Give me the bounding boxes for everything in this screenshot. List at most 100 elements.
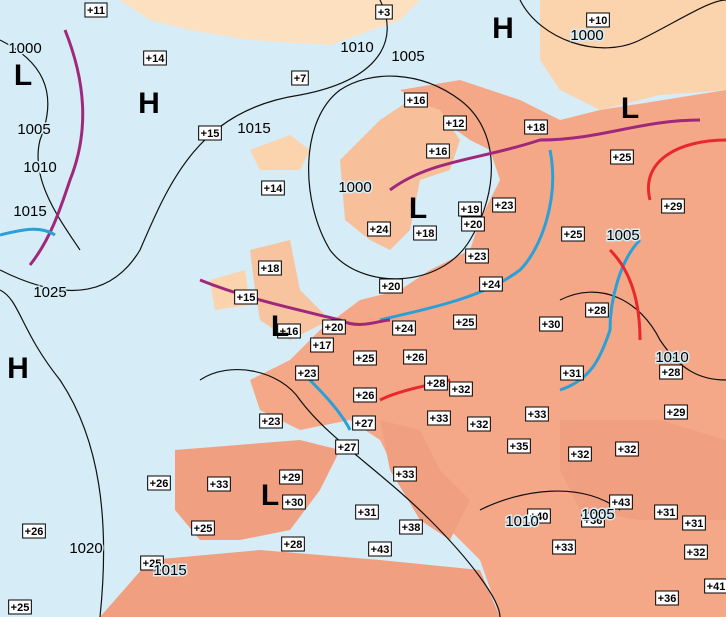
temperature-label: +20 <box>379 278 403 294</box>
isobar-label: 1020 <box>69 540 102 557</box>
temperature-text: +33 <box>528 409 547 421</box>
label-box <box>664 404 688 420</box>
temperature-text: +16 <box>407 95 426 107</box>
temperature-text: +28 <box>427 378 446 390</box>
label-box <box>279 469 303 485</box>
temperature-text: +25 <box>194 523 213 535</box>
label-box <box>507 438 531 454</box>
temperature-label: +15 <box>198 125 222 141</box>
label-box <box>655 590 679 606</box>
label-box <box>552 539 576 555</box>
temperature-label: +31 <box>560 365 584 381</box>
isobar-label: 1015 <box>237 120 270 137</box>
label-box <box>393 466 417 482</box>
label-box <box>353 387 377 403</box>
temperature-text: +16 <box>429 146 448 158</box>
label-box <box>465 248 489 264</box>
label-box <box>147 475 171 491</box>
temperature-label: +17 <box>310 337 334 353</box>
temperature-text: +11 <box>87 5 105 17</box>
label-box <box>443 115 467 131</box>
label-box <box>335 439 359 455</box>
label-box <box>527 508 551 524</box>
temperature-text: +29 <box>282 472 301 484</box>
temperature-text: +35 <box>510 441 529 453</box>
temperature-label: +23 <box>295 365 319 381</box>
temperature-label: +11 <box>84 2 108 18</box>
label-box <box>281 536 305 552</box>
temperature-label: +29 <box>664 404 688 420</box>
label-box <box>560 365 584 381</box>
label-box <box>615 441 639 457</box>
temperature-text: +28 <box>284 539 303 551</box>
label-box <box>310 337 334 353</box>
label-box <box>461 216 485 232</box>
label-box <box>258 260 282 276</box>
temperature-text: +31 <box>685 518 704 530</box>
label-box <box>682 515 706 531</box>
temperature-text: +28 <box>588 305 607 317</box>
temperature-label: +29 <box>279 469 303 485</box>
temperature-text: +30 <box>542 319 561 331</box>
label-box <box>684 544 708 560</box>
label-box <box>654 504 678 520</box>
pressure-center: L <box>14 59 32 92</box>
label-box <box>561 226 585 242</box>
temperature-label: +25 <box>140 555 164 571</box>
temperature-label: +18 <box>258 260 282 276</box>
label-box <box>458 201 482 217</box>
temperature-text: +25 <box>456 317 475 329</box>
temperature-text: +17 <box>313 340 332 352</box>
temperature-text: +30 <box>285 497 304 509</box>
temperature-text: +23 <box>262 416 281 428</box>
label-box <box>353 350 377 366</box>
temperature-label: +20 <box>461 216 485 232</box>
isobar-label: 1025 <box>33 284 66 301</box>
temperature-label: +3 <box>375 4 393 20</box>
temperature-label: +14 <box>143 50 167 66</box>
temperature-label: +28 <box>659 364 683 380</box>
label-box <box>610 149 634 165</box>
temperature-text: +26 <box>25 526 44 538</box>
temperature-label: +33 <box>207 476 231 492</box>
temperature-text: +29 <box>664 201 683 213</box>
isobar-label: 1010 <box>505 513 538 530</box>
label-box <box>282 494 306 510</box>
temperature-label: +31 <box>654 504 678 520</box>
label-box <box>291 70 309 86</box>
temperature-label: +31 <box>682 515 706 531</box>
temperature-label: +24 <box>367 221 391 237</box>
temperature-text: +33 <box>430 413 449 425</box>
temperature-label: +26 <box>147 475 171 491</box>
temperature-label: +25 <box>453 314 477 330</box>
temperature-label: +25 <box>610 149 634 165</box>
temperature-label: +19 <box>458 201 482 217</box>
temperature-label: +36 <box>655 590 679 606</box>
label-box <box>586 12 610 28</box>
pressure-center: L <box>261 479 279 512</box>
temperature-label: +16 <box>426 143 450 159</box>
temperature-text: +28 <box>662 367 681 379</box>
temperature-text: +43 <box>371 544 390 556</box>
temperature-label: +20 <box>322 319 346 335</box>
temperature-label: +43 <box>368 541 392 557</box>
temperature-text: +31 <box>358 507 377 519</box>
isobar-label: 1000 <box>570 27 603 44</box>
fronts <box>0 29 726 431</box>
label-box <box>492 197 516 213</box>
temperature-text: +20 <box>382 281 401 293</box>
label-box <box>539 316 563 332</box>
temperature-text: +33 <box>555 542 574 554</box>
temperature-label: +15 <box>234 289 258 305</box>
temperature-text: +18 <box>416 228 435 240</box>
label-box <box>585 302 609 318</box>
temperature-label: +31 <box>355 504 379 520</box>
label-box <box>8 599 32 615</box>
pressure-center: L <box>271 310 289 343</box>
temperature-text: +23 <box>298 368 317 380</box>
temperature-text: +25 <box>564 229 583 241</box>
temperature-text: +3 <box>378 7 391 19</box>
temperature-text: +24 <box>395 323 415 335</box>
temperature-label: +27 <box>352 415 376 431</box>
temperature-text: +24 <box>482 279 502 291</box>
